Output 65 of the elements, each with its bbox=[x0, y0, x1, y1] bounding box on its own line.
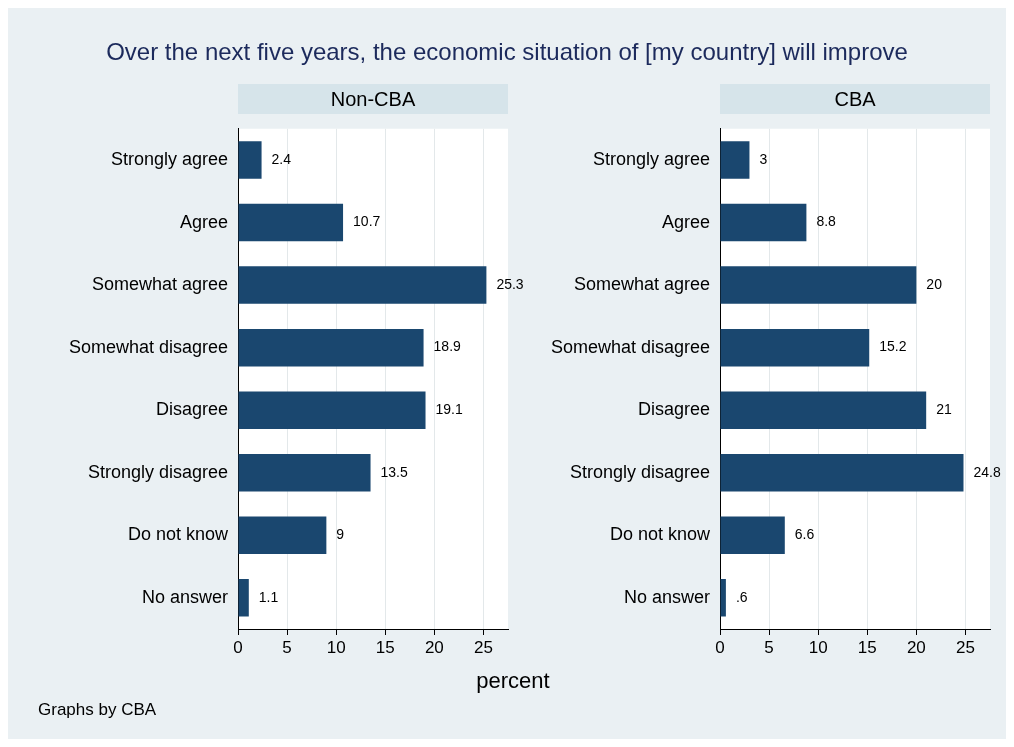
x-tick-label: 15 bbox=[375, 637, 395, 657]
y-tick-label: Strongly disagree bbox=[87, 461, 228, 482]
data-label: 19.1 bbox=[435, 401, 463, 418]
data-label: 25.3 bbox=[496, 275, 524, 292]
y-tick-label: Disagree bbox=[637, 399, 710, 420]
y-tick-label: Somewhat disagree bbox=[550, 336, 710, 357]
y-tick-label: Somewhat disagree bbox=[68, 336, 228, 357]
bar bbox=[238, 266, 487, 304]
y-tick-label: Strongly agree bbox=[110, 149, 228, 170]
x-tick-label: 25 bbox=[955, 637, 975, 657]
bar bbox=[720, 578, 726, 617]
bar bbox=[238, 578, 249, 617]
bar bbox=[720, 453, 964, 492]
x-tick-label: 25 bbox=[473, 637, 493, 657]
chart-subtitle: Non-CBA bbox=[238, 84, 508, 114]
x-tick-label: 5 bbox=[282, 637, 292, 657]
bar bbox=[238, 516, 327, 554]
bar bbox=[720, 266, 917, 304]
bar bbox=[720, 141, 750, 179]
x-axis-title: percent bbox=[475, 668, 551, 694]
bar bbox=[238, 328, 424, 367]
y-tick-label: Agree bbox=[179, 211, 228, 232]
text: Graphs by CBA bbox=[38, 700, 157, 720]
data-label: 9 bbox=[336, 526, 345, 543]
x-tick-label: 0 bbox=[715, 637, 725, 657]
chart-subtitle: CBA bbox=[720, 84, 990, 114]
bar bbox=[238, 141, 262, 179]
x-tick-label: 10 bbox=[326, 637, 346, 657]
y-tick-label: Do not know bbox=[127, 524, 229, 545]
y-tick-label: Agree bbox=[661, 211, 710, 232]
y-tick-label: Disagree bbox=[155, 399, 228, 420]
y-tick-label: Somewhat agree bbox=[573, 274, 710, 295]
data-label: 10.7 bbox=[353, 213, 381, 230]
bar bbox=[720, 516, 785, 554]
chart-title: Over the next five years, the economic situation of [my country] will improve bbox=[105, 38, 909, 66]
y-tick-label: Do not know bbox=[609, 524, 711, 545]
bar bbox=[238, 453, 371, 492]
x-tick-label: 10 bbox=[808, 637, 828, 657]
bar bbox=[720, 328, 870, 367]
y-tick-label: Strongly agree bbox=[592, 149, 710, 170]
bar bbox=[238, 203, 344, 242]
data-label: 2.4 bbox=[271, 150, 292, 167]
data-label: 21 bbox=[936, 401, 952, 418]
data-label: 20 bbox=[926, 275, 943, 292]
x-tick-label: 0 bbox=[233, 637, 243, 657]
x-tick-label: 20 bbox=[906, 637, 926, 657]
data-label: 6.6 bbox=[794, 526, 815, 543]
x-tick-label: 20 bbox=[424, 637, 444, 657]
y-tick-label: No answer bbox=[623, 586, 710, 607]
x-tick-label: 15 bbox=[857, 637, 877, 657]
data-label: 24.8 bbox=[973, 463, 1001, 480]
y-tick-label: Strongly disagree bbox=[569, 461, 710, 482]
data-label: .6 bbox=[735, 588, 748, 605]
bar bbox=[720, 203, 807, 242]
data-label: 1.1 bbox=[258, 588, 279, 605]
data-label: 18.9 bbox=[433, 338, 462, 355]
data-label: 3 bbox=[759, 150, 768, 167]
y-tick-label: Somewhat agree bbox=[91, 274, 228, 295]
bar bbox=[720, 391, 927, 429]
bar bbox=[238, 391, 426, 429]
data-label: 15.2 bbox=[879, 338, 907, 355]
data-label: 8.8 bbox=[816, 213, 837, 230]
data-label: 13.5 bbox=[380, 463, 409, 480]
y-tick-label: No answer bbox=[141, 586, 228, 607]
x-tick-label: 5 bbox=[764, 637, 774, 657]
